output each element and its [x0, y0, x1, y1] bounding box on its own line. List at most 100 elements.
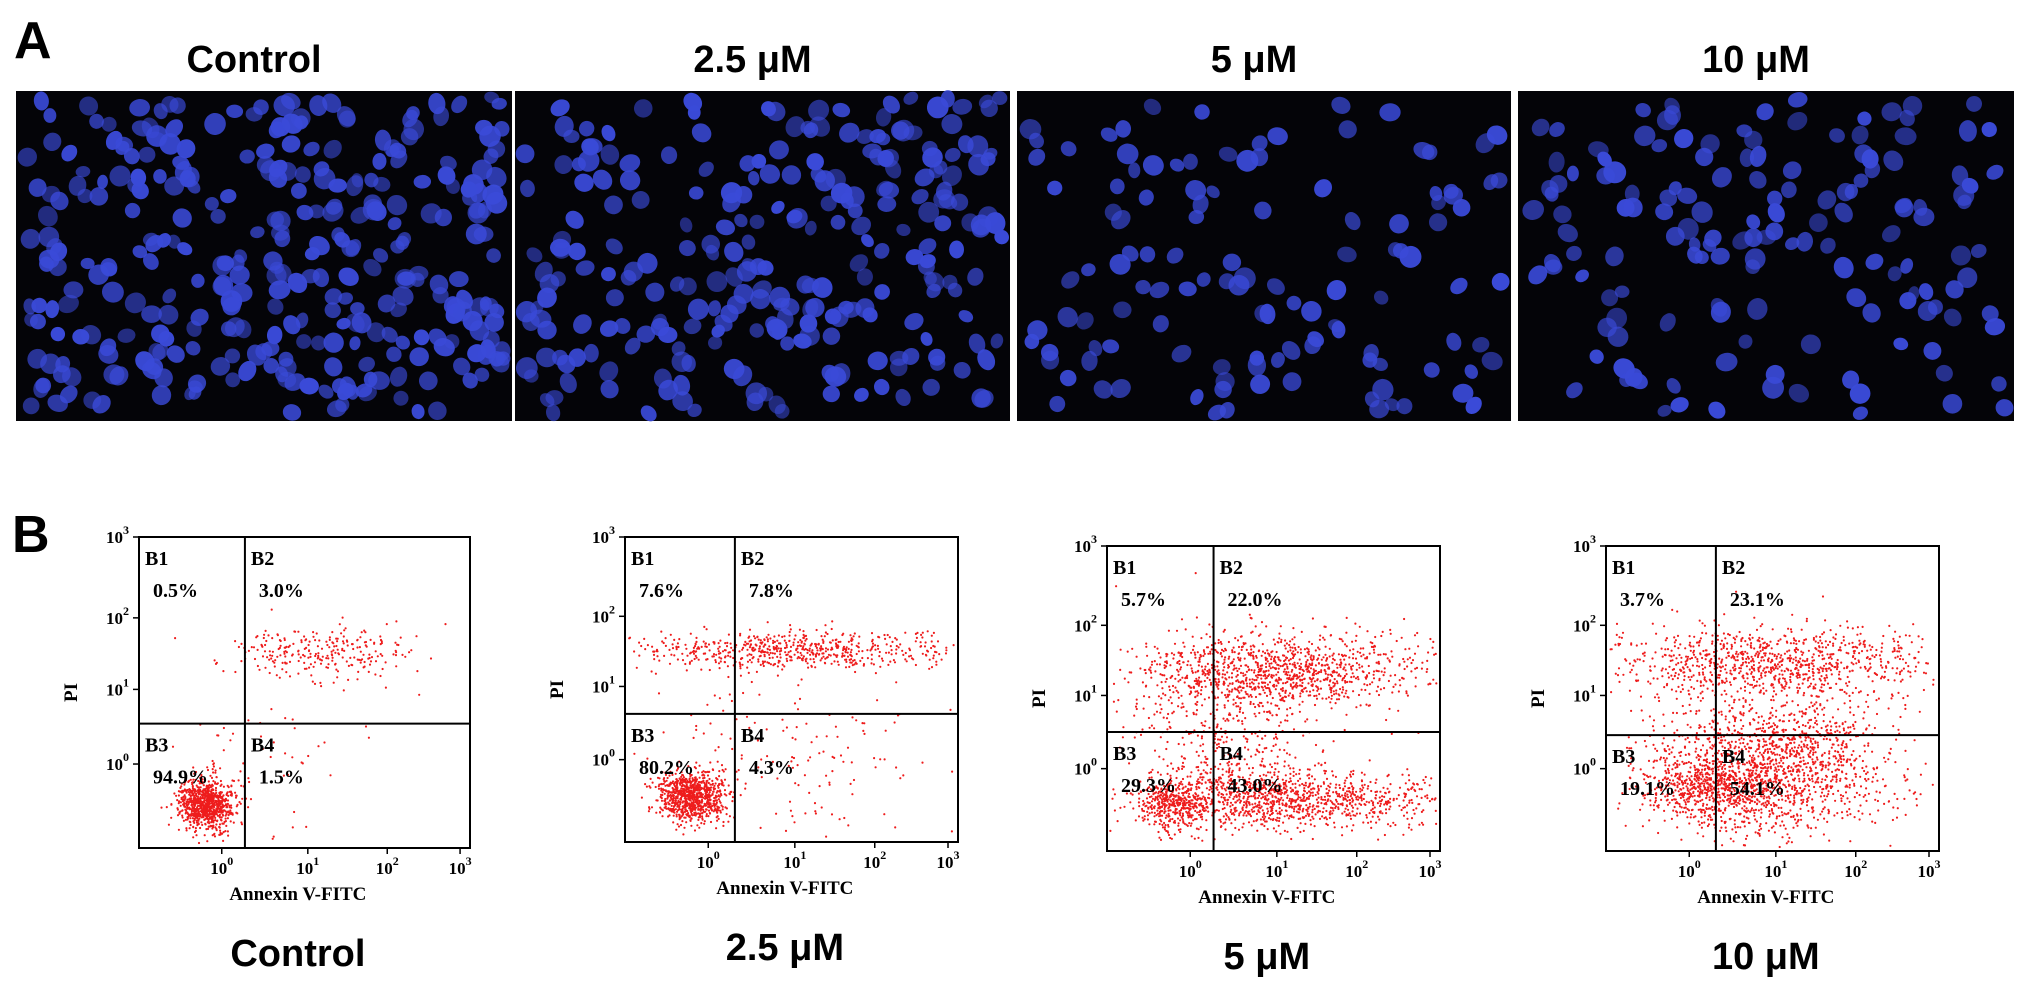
nucleus — [323, 139, 342, 159]
nucleus — [324, 288, 343, 305]
nucleus — [151, 324, 170, 343]
image-title: 10 μM — [1702, 39, 1810, 81]
quadrant-name: B1 — [1113, 557, 1136, 579]
nucleus — [283, 315, 301, 335]
nucleus — [185, 341, 201, 356]
nucleus — [537, 320, 557, 340]
tick-exponent: 1 — [1590, 681, 1596, 695]
nucleus — [226, 104, 244, 118]
nucleus — [673, 374, 691, 396]
nucleus — [157, 233, 172, 248]
nucleus — [1767, 190, 1783, 207]
nucleus — [335, 397, 350, 413]
tick-base: 10 — [1573, 616, 1590, 635]
nucleus — [143, 253, 159, 270]
tick-base: 10 — [937, 853, 954, 872]
nucleus — [1110, 379, 1131, 399]
nucleus — [579, 120, 595, 137]
panel-label: A — [14, 12, 52, 70]
nucleus — [1190, 389, 1204, 406]
nucleus — [1169, 158, 1185, 172]
nucleus — [89, 187, 109, 206]
nucleus — [1188, 209, 1205, 225]
nucleus — [681, 354, 696, 373]
tick-base: 10 — [863, 853, 880, 872]
nucleus — [89, 113, 104, 129]
nucleus — [1656, 109, 1678, 131]
quadrant-value: 0.5% — [153, 580, 198, 602]
nucleus — [1900, 258, 1914, 274]
quadrant-value: 3.0% — [259, 580, 304, 602]
nucleus — [619, 170, 641, 191]
tick-base: 10 — [1573, 686, 1590, 705]
nucleus — [164, 176, 185, 196]
nucleus — [484, 91, 500, 104]
nucleus — [20, 228, 41, 249]
nucleus — [1389, 214, 1409, 234]
nucleus — [63, 281, 84, 299]
nucleus — [238, 360, 257, 382]
nucleus — [1655, 203, 1674, 221]
nucleus — [1214, 380, 1232, 399]
nucleus — [418, 371, 438, 391]
nucleus — [1623, 197, 1643, 218]
nucleus — [1548, 151, 1565, 173]
nucleus — [92, 395, 111, 414]
nucleus — [153, 169, 167, 184]
tick-base: 10 — [1074, 537, 1091, 556]
nucleus — [1166, 247, 1184, 264]
nucleus — [363, 258, 382, 277]
nucleus — [1429, 213, 1448, 232]
nucleus — [605, 238, 623, 255]
tick-exponent: 0 — [1196, 857, 1202, 871]
nucleus — [1957, 267, 1978, 289]
nucleus — [1659, 313, 1676, 332]
nucleus — [1781, 181, 1797, 199]
quadrant-value: 3.7% — [1620, 589, 1665, 611]
nucleus — [1281, 341, 1301, 360]
quadrant-value: 43.0% — [1228, 775, 1283, 797]
nucleus — [1857, 111, 1872, 126]
nucleus — [1027, 320, 1048, 341]
nucleus — [479, 297, 499, 317]
nucleus — [474, 367, 490, 382]
quadrant-value: 29.3% — [1121, 775, 1176, 797]
tick-base: 10 — [1265, 862, 1282, 881]
tick-base: 10 — [449, 859, 466, 878]
nucleus — [61, 144, 78, 162]
quadrant-name: B1 — [1612, 557, 1635, 579]
nucleus — [683, 92, 703, 112]
nucleus — [575, 260, 595, 276]
nucleus — [296, 204, 314, 221]
nucleus — [733, 283, 754, 304]
nucleus — [746, 392, 764, 412]
nucleus — [1836, 182, 1855, 202]
nucleus — [1864, 161, 1881, 179]
nucleus — [1222, 253, 1242, 272]
nucleus — [1337, 246, 1357, 263]
nucleus — [47, 394, 68, 412]
nucleus — [1687, 246, 1703, 264]
nucleus — [711, 324, 725, 338]
nucleus — [1981, 122, 1997, 138]
nucleus — [1744, 248, 1766, 270]
tick-base: 10 — [1573, 537, 1590, 556]
nucleus — [1446, 332, 1462, 351]
nucleus — [862, 307, 878, 323]
tick-exponent: 0 — [1695, 857, 1701, 871]
x-tick-label: 103 — [1918, 857, 1941, 881]
nucleus — [413, 174, 432, 189]
tick-exponent: 1 — [1282, 857, 1288, 871]
nucleus — [1765, 222, 1784, 241]
quadrant-name: B1 — [145, 548, 168, 570]
tick-base: 10 — [1419, 862, 1436, 881]
nucleus — [926, 96, 949, 119]
nucleus — [1782, 161, 1802, 180]
nucleus — [151, 385, 172, 406]
nucleus — [851, 216, 872, 236]
nucleus — [1851, 125, 1869, 145]
nucleus — [1251, 135, 1268, 152]
nucleus — [109, 165, 131, 187]
nucleus — [1958, 120, 1977, 142]
nucleus — [1603, 161, 1627, 184]
